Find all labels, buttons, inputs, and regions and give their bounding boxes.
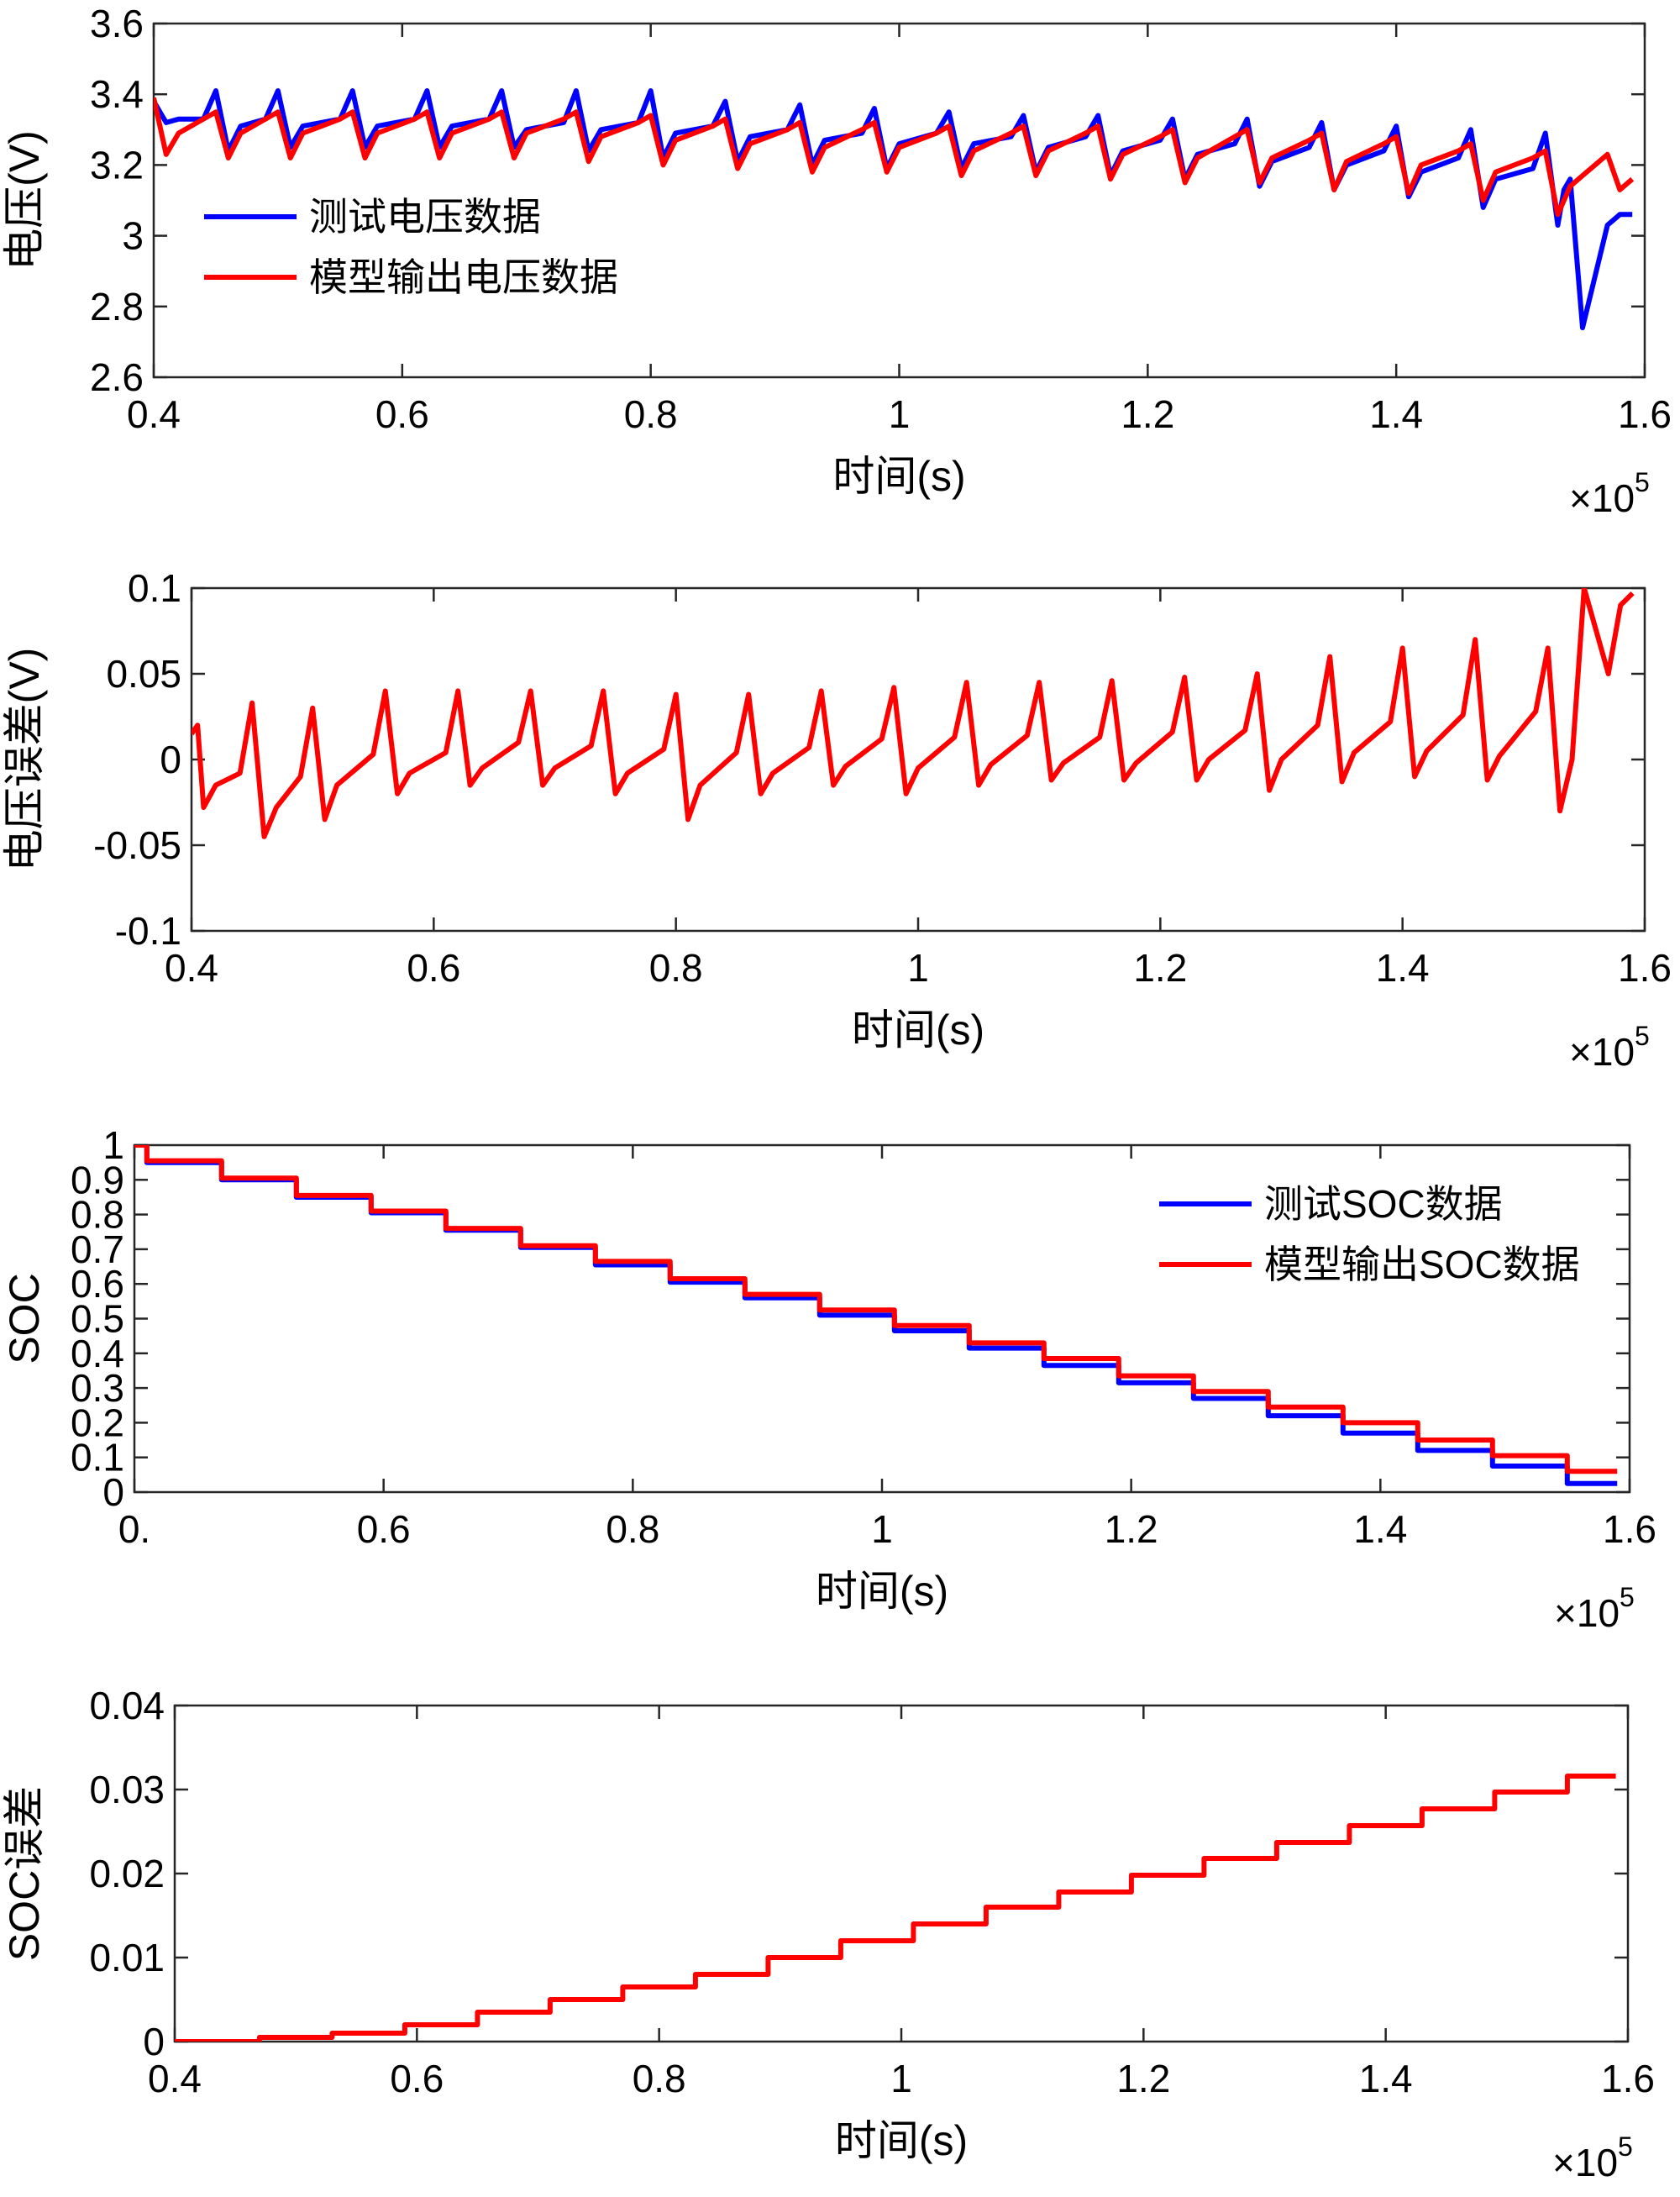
plot-frame <box>152 22 1646 379</box>
x-tick-label: 1.4 <box>1353 1507 1407 1551</box>
y-tick-label: 2.8 <box>90 285 144 328</box>
x-exponent-power: 5 <box>1635 1021 1650 1051</box>
y-tick-label: 0.4 <box>71 1332 124 1375</box>
plot-frame <box>190 586 1646 933</box>
x-tick-label: 1.4 <box>1359 2057 1413 2100</box>
x-tick-label: 1.6 <box>1618 946 1672 990</box>
y-tick-label: 0.04 <box>89 1684 165 1727</box>
x-axis-label: 时间(s) <box>832 453 965 500</box>
y-tick-label: 0 <box>143 2020 165 2063</box>
y-tick-label: 0.9 <box>71 1158 124 1201</box>
x-exponent-power: 5 <box>1618 2131 1633 2162</box>
x-tick-label: 1 <box>890 2057 912 2100</box>
x-tick-label: 1.4 <box>1369 392 1423 436</box>
y-tick-label: 2.6 <box>90 355 144 399</box>
x-tick-label: 0.8 <box>649 946 703 990</box>
legend-label-1: 模型输出SOC数据 <box>1264 1243 1580 1286</box>
x-exponent-power: 5 <box>1620 1582 1635 1612</box>
x-tick-label: 1.6 <box>1618 392 1672 436</box>
x-exponent-base: ×10 <box>1569 1030 1635 1074</box>
x-tick-label: 0.4 <box>148 2057 202 2100</box>
y-axis-label: 电压误差(V) <box>1 648 48 872</box>
y-tick-label: 3.2 <box>90 143 144 187</box>
x-tick-label: 1.6 <box>1601 2057 1655 2100</box>
y-tick-label: 0.6 <box>71 1262 124 1306</box>
x-exponent-label: ×105 <box>1569 467 1650 520</box>
y-axis-label: SOC误差 <box>1 1786 48 1961</box>
plot-frame <box>173 1704 1630 2043</box>
legend-label-0: 测试SOC数据 <box>1264 1182 1503 1226</box>
x-exponent-base: ×10 <box>1554 1591 1620 1635</box>
series-line-1 <box>154 97 1635 218</box>
y-axis-label: SOC <box>1 1273 48 1364</box>
x-exponent-power: 5 <box>1635 467 1650 497</box>
x-axis-label: 时间(s) <box>816 1568 948 1615</box>
y-tick-label: -0.05 <box>93 823 181 867</box>
y-tick-label: 0 <box>160 738 181 781</box>
y-tick-label: 0.2 <box>71 1401 124 1444</box>
y-tick-label: 0.1 <box>71 1436 124 1480</box>
y-tick-label: 0.01 <box>89 1936 165 1979</box>
x-exponent-label: ×105 <box>1552 2131 1633 2184</box>
x-tick-label: 1.2 <box>1116 2057 1170 2100</box>
x-tick-label: 1 <box>907 946 929 990</box>
x-tick-label: 1 <box>889 392 911 436</box>
x-tick-label: 1 <box>871 1507 893 1551</box>
y-tick-label: 0.05 <box>106 652 181 696</box>
y-tick-label: -0.1 <box>115 909 181 953</box>
y-tick-label: 0.7 <box>71 1227 124 1271</box>
y-tick-label: 0.1 <box>128 566 181 610</box>
y-axis-label: 电压(V) <box>1 130 48 271</box>
x-tick-label: 0.6 <box>390 2057 444 2100</box>
x-axis-label: 时间(s) <box>852 1007 984 1054</box>
y-tick-label: 3.6 <box>90 2 144 45</box>
y-tick-label: 0.03 <box>89 1768 165 1811</box>
x-exponent-base: ×10 <box>1569 476 1635 520</box>
x-tick-label: 1.2 <box>1105 1507 1158 1551</box>
x-tick-label: 0.8 <box>633 2057 686 2100</box>
y-tick-label: 0.02 <box>89 1852 165 1895</box>
y-tick-label: 0 <box>102 1470 124 1514</box>
y-tick-label: 1 <box>102 1123 124 1167</box>
series-line-0 <box>192 588 1635 839</box>
x-exponent-label: ×105 <box>1569 1021 1650 1074</box>
x-tick-label: 0.4 <box>127 392 181 436</box>
chart-panel-soc: 0. 0.6 0.8 1 1.2 1.4 1.600.10.20.30.40.50.60.7… <box>1 1123 1656 1635</box>
x-tick-label: 0.8 <box>624 392 678 436</box>
x-tick-label: 0.6 <box>407 946 460 990</box>
x-tick-label: 1.2 <box>1133 946 1187 990</box>
x-axis-label: 时间(s) <box>835 2117 968 2164</box>
x-exponent-base: ×10 <box>1552 2141 1618 2184</box>
x-tick-label: 0.6 <box>357 1507 411 1551</box>
y-tick-label: 0.3 <box>71 1366 124 1410</box>
chart-panel-voltage-error: 0.4 0.6 0.8 1 1.2 1.4 1.6 -0.1 -0.05 0 0.05 0.1 时间(s… <box>1 566 1672 1074</box>
legend-label-1: 模型输出电压数据 <box>309 255 618 299</box>
series-line-1 <box>134 1145 1618 1474</box>
x-tick-label: 0.6 <box>375 392 429 436</box>
chart-panel-voltage: 0.4 0.6 0.8 1 1.2 1.4 1.6 2.6 2.8 3 3.2 3.4 3.6 时间(s)… <box>1 2 1672 520</box>
x-tick-label: 1.2 <box>1121 392 1174 436</box>
chart-panel-soc-error: 0.4 0.6 0.8 1 1.2 1.4 1.6 0 0.01 0.02 0.03 0.04 时间(s… <box>1 1684 1655 2184</box>
x-tick-label: 0. <box>118 1507 150 1551</box>
y-tick-label: 0.5 <box>71 1297 124 1341</box>
y-tick-label: 3 <box>122 214 144 258</box>
legend-label-0: 测试电压数据 <box>309 195 541 239</box>
y-tick-label: 0.8 <box>71 1193 124 1237</box>
x-tick-label: 0.8 <box>606 1507 659 1551</box>
x-exponent-label: ×105 <box>1554 1582 1635 1635</box>
y-tick-label: 3.4 <box>90 72 144 116</box>
x-tick-label: 1.4 <box>1376 946 1430 990</box>
x-tick-label: 1.6 <box>1603 1507 1656 1551</box>
series-line-0 <box>175 1774 1616 2042</box>
x-tick-label: 0.4 <box>165 946 218 990</box>
